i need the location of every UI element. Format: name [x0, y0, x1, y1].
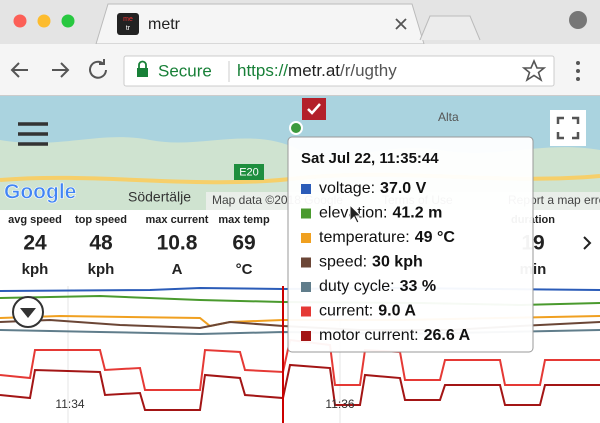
- map-place: Alta: [438, 110, 459, 124]
- stats-next[interactable]: [583, 236, 592, 250]
- series-value: 9.0 A: [378, 303, 416, 320]
- tooltip-row: current: 9.0 A: [319, 303, 416, 320]
- back-button[interactable]: [10, 62, 28, 78]
- route-start: [289, 121, 303, 135]
- series-value: 37.0 V: [380, 180, 427, 197]
- series-value: 33 %: [400, 278, 436, 295]
- tooltip-row: temperature: 49 °C: [319, 229, 455, 246]
- road-label: E20: [239, 166, 259, 178]
- time-label: 11:34: [55, 397, 84, 411]
- tooltip-row: elevation:41.2 m: [319, 205, 442, 222]
- url: https://metr.at/r/ugthy: [237, 61, 397, 80]
- lock-icon: [138, 60, 147, 68]
- time-label: 11:36: [325, 397, 354, 411]
- series-swatch: [301, 257, 311, 268]
- road-shield: [234, 164, 264, 180]
- tooltip-row: voltage: 37.0 V: [319, 180, 427, 197]
- url-host: metr.at: [288, 61, 340, 80]
- series-value: 49 °C: [415, 229, 456, 246]
- tooltip-row: motor current: 26.6 A: [319, 327, 471, 344]
- tooltip-title: Sat Jul 22, 11:35:44: [301, 150, 439, 167]
- tab-title: metr: [148, 16, 181, 33]
- hamburger-menu[interactable]: [18, 122, 48, 146]
- stat-value: 48: [89, 232, 113, 255]
- stats: avg speed 24 kph top speed 48 kph max current 1…: [8, 214, 555, 278]
- mouse-cursor: [349, 203, 363, 224]
- lock-icon: [137, 68, 148, 77]
- fullscreen-button[interactable]: [550, 110, 586, 146]
- tooltip-row: duty cycle: 33 %: [319, 278, 436, 295]
- new-tab[interactable]: [419, 15, 481, 41]
- series-line: [0, 363, 600, 411]
- series-swatch: [301, 184, 311, 194]
- series-label: current:: [319, 303, 373, 320]
- stat-unit: °C: [236, 261, 253, 278]
- bookmark-star[interactable]: [521, 58, 547, 82]
- series-label: speed:: [319, 254, 367, 271]
- tooltip-row: speed: 30 kph: [319, 254, 423, 271]
- tab-icon-text: me: [123, 16, 133, 23]
- minimize-window[interactable]: [37, 14, 51, 28]
- tab-icon-text: tr: [126, 25, 131, 32]
- series-label: motor current:: [319, 327, 419, 344]
- reload-button[interactable]: [89, 59, 107, 79]
- tooltip: [287, 136, 534, 353]
- menu-button[interactable]: [576, 61, 580, 81]
- stat-value: 69: [232, 232, 255, 255]
- series-swatch: [301, 208, 311, 219]
- series-value: 41.2 m: [393, 205, 443, 222]
- series-swatch: [301, 331, 311, 341]
- map-place: Södertälje: [128, 189, 191, 205]
- google-logo: Google: [4, 181, 76, 204]
- collapse-icon: [20, 308, 36, 318]
- stat-label: max current: [146, 214, 209, 226]
- stat-unit: kph: [88, 261, 115, 278]
- close-window[interactable]: [13, 14, 27, 28]
- omnibox[interactable]: [123, 55, 555, 87]
- forward-button[interactable]: [52, 62, 70, 78]
- marker-check: [307, 103, 321, 115]
- tooltip-rows: voltage: 37.0 V elevation:41.2 m temperatur…: [301, 180, 471, 344]
- stat-unit: A: [172, 261, 183, 278]
- fullscreen-icon: [556, 116, 580, 140]
- profile-icon[interactable]: [569, 11, 587, 29]
- active-tab[interactable]: [95, 3, 425, 45]
- series-swatch: [301, 306, 311, 317]
- tab-icon: [117, 13, 139, 35]
- stat-value: 24: [23, 232, 47, 255]
- series-label: duty cycle:: [319, 278, 395, 295]
- stat-unit: kph: [22, 261, 49, 278]
- series-swatch: [301, 282, 311, 292]
- series-swatch: [301, 233, 311, 243]
- stat-label: avg speed: [8, 214, 62, 226]
- url-scheme: https://: [237, 61, 288, 80]
- stat-label: max temp: [218, 214, 270, 226]
- stat-value: 10.8: [157, 232, 198, 255]
- series-label: voltage:: [319, 180, 375, 197]
- stat-label: top speed: [75, 214, 127, 226]
- series-value: 30 kph: [372, 254, 423, 271]
- series-label: temperature:: [319, 229, 410, 246]
- maximize-window[interactable]: [61, 14, 75, 28]
- secure-label: Secure: [158, 61, 212, 80]
- tab-close[interactable]: [395, 18, 407, 30]
- series-value: 26.6 A: [424, 327, 471, 344]
- url-path: /r/ugthy: [340, 61, 397, 80]
